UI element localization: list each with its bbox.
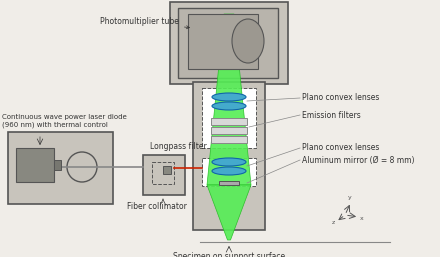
- Bar: [170, 2, 288, 84]
- Text: Longpass filter: Longpass filter: [150, 142, 207, 151]
- Bar: [202, 158, 256, 186]
- Bar: [16, 148, 54, 182]
- Bar: [219, 181, 239, 185]
- Text: Specimen on support surface: Specimen on support surface: [173, 252, 285, 257]
- Text: Photomultiplier tube: Photomultiplier tube: [100, 17, 190, 29]
- Text: Plano convex lenses: Plano convex lenses: [302, 143, 379, 152]
- Bar: [143, 155, 185, 195]
- Ellipse shape: [212, 93, 246, 101]
- Ellipse shape: [232, 19, 264, 63]
- Text: y: y: [348, 195, 352, 200]
- Ellipse shape: [212, 167, 246, 175]
- Polygon shape: [207, 185, 251, 240]
- Ellipse shape: [212, 158, 246, 166]
- Bar: [202, 88, 256, 148]
- Text: Fiber collimator: Fiber collimator: [127, 202, 187, 211]
- Bar: [211, 127, 247, 134]
- Text: x: x: [360, 216, 364, 221]
- Text: Aluminum mirror (Ø = 8 mm): Aluminum mirror (Ø = 8 mm): [302, 155, 414, 164]
- Bar: [211, 118, 247, 125]
- Bar: [152, 162, 174, 184]
- Ellipse shape: [212, 102, 246, 110]
- Bar: [193, 82, 265, 230]
- Polygon shape: [207, 14, 251, 185]
- Bar: [178, 8, 278, 78]
- Text: Continuous wave power laser diode
(960 nm) with thermal control: Continuous wave power laser diode (960 n…: [2, 114, 127, 128]
- Bar: [163, 166, 171, 174]
- Text: z: z: [331, 220, 335, 225]
- Text: Plano convex lenses: Plano convex lenses: [302, 94, 379, 103]
- Bar: [188, 14, 258, 69]
- Text: Emission filters: Emission filters: [302, 111, 361, 120]
- Bar: [54, 160, 61, 170]
- Bar: [211, 136, 247, 143]
- Bar: [8, 132, 113, 204]
